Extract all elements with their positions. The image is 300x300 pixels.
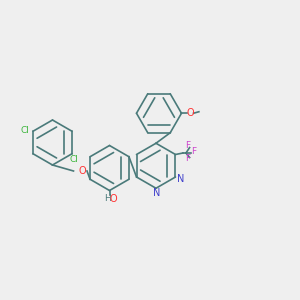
Text: O: O bbox=[109, 194, 117, 204]
Text: Cl: Cl bbox=[69, 155, 78, 164]
Text: F: F bbox=[185, 141, 190, 150]
Text: O: O bbox=[79, 166, 86, 176]
Text: F: F bbox=[185, 154, 190, 163]
Text: N: N bbox=[153, 188, 160, 198]
Text: H: H bbox=[104, 194, 110, 203]
Text: F: F bbox=[191, 147, 196, 156]
Text: N: N bbox=[177, 173, 184, 184]
Text: Cl: Cl bbox=[20, 126, 29, 135]
Text: O: O bbox=[186, 108, 194, 118]
